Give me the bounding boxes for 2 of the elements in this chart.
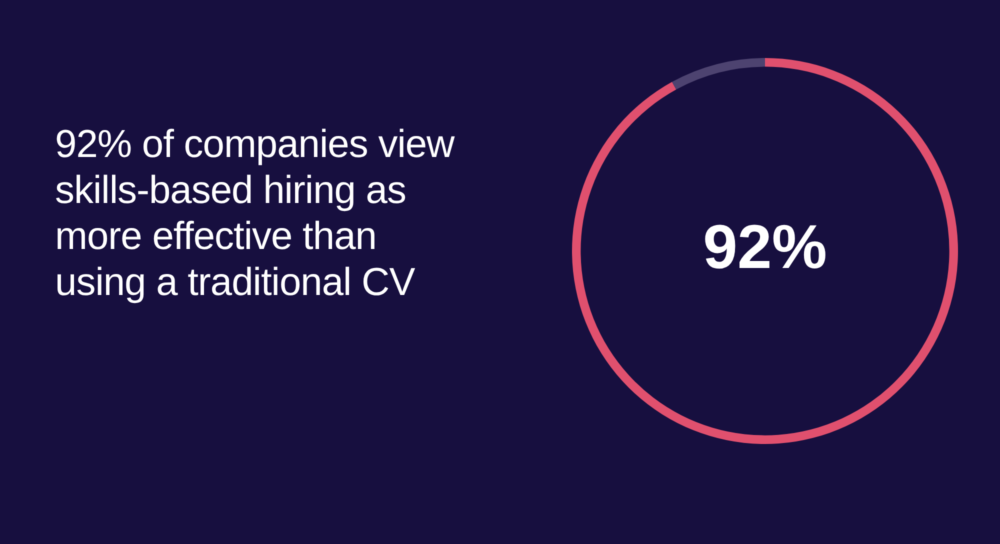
text: 92% [702,213,828,282]
text: 92% of companies view skills-based hiring as more effective than using a traditional CV [55,122,455,306]
